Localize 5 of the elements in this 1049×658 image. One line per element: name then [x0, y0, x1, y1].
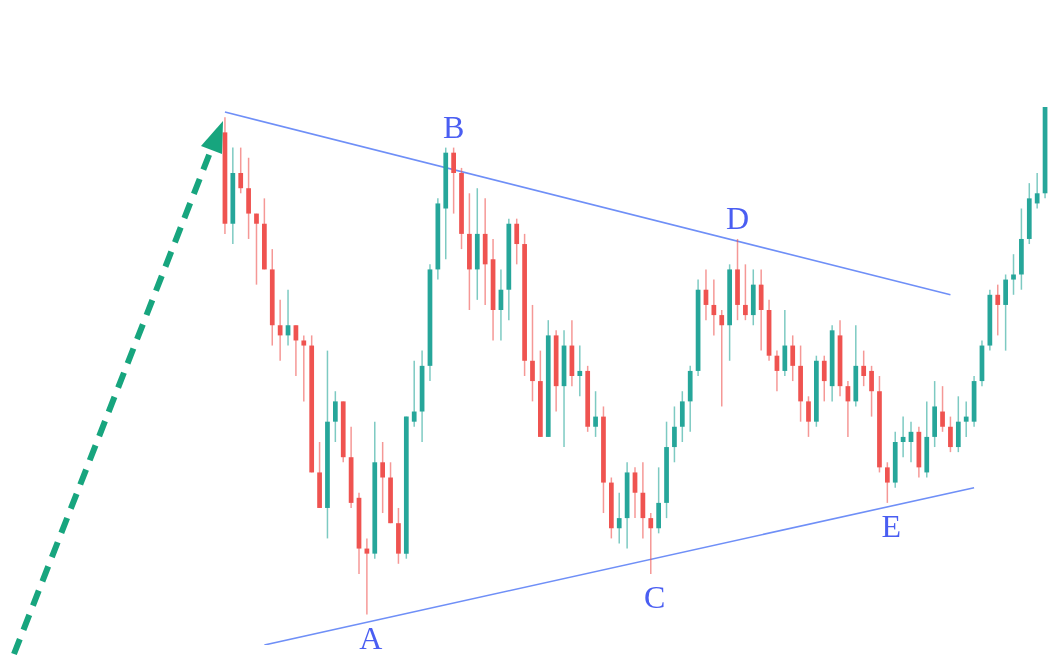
annotation: A	[359, 619, 383, 656]
annotation: D	[725, 199, 750, 236]
annotation: B	[442, 108, 465, 145]
annotation: E	[881, 508, 902, 545]
annotation: C	[644, 579, 666, 616]
